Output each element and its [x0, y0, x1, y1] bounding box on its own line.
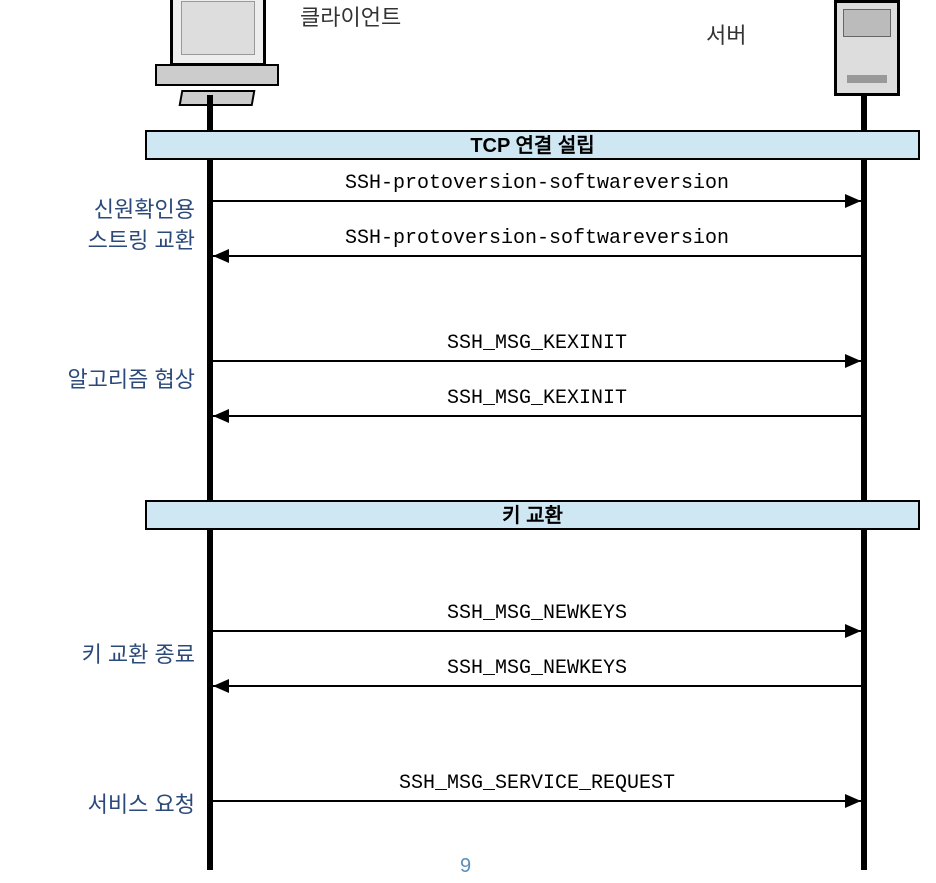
m1-label: SSH-protoversion-softwareversion: [213, 172, 861, 195]
phase-tcp: TCP 연결 설립: [145, 130, 920, 160]
m5-label: SSH_MSG_NEWKEYS: [213, 602, 861, 625]
page-number: 9: [460, 855, 471, 878]
m2-arrowhead-left: [213, 249, 229, 263]
m7-label: SSH_MSG_SERVICE_REQUEST: [213, 772, 861, 795]
m6-label: SSH_MSG_NEWKEYS: [213, 657, 861, 680]
phase-kex: 키 교환: [145, 500, 920, 530]
server-label: 서버: [706, 18, 746, 50]
m6-arrow: [213, 685, 861, 687]
m1-arrow: [213, 200, 861, 202]
client-icon: [170, 0, 279, 106]
client-label: 클라이언트: [300, 0, 401, 32]
m3-arrowhead-right: [845, 354, 861, 368]
server-icon: [834, 0, 900, 96]
m5-arrow: [213, 630, 861, 632]
m7-arrow: [213, 800, 861, 802]
m7-arrowhead-right: [845, 794, 861, 808]
sl-algo: 알고리즘 협상: [67, 365, 195, 396]
sequence-diagram: 클라이언트 서버 9 TCP 연결 설립키 교환 신원확인용스트링 교환알고리즘 …: [0, 0, 936, 883]
m1-arrowhead-right: [845, 194, 861, 208]
sl-svc: 서비스 요청: [88, 790, 195, 821]
m3-arrow: [213, 360, 861, 362]
m4-arrow: [213, 415, 861, 417]
m6-arrowhead-left: [213, 679, 229, 693]
m3-label: SSH_MSG_KEXINIT: [213, 332, 861, 355]
m2-arrow: [213, 255, 861, 257]
client-lifeline: [207, 95, 213, 870]
m4-label: SSH_MSG_KEXINIT: [213, 387, 861, 410]
sl-id-string: 신원확인용스트링 교환: [88, 195, 195, 257]
m4-arrowhead-left: [213, 409, 229, 423]
sl-kex-end: 키 교환 종료: [82, 640, 195, 671]
m2-label: SSH-protoversion-softwareversion: [213, 227, 861, 250]
server-lifeline: [861, 95, 867, 870]
m5-arrowhead-right: [845, 624, 861, 638]
